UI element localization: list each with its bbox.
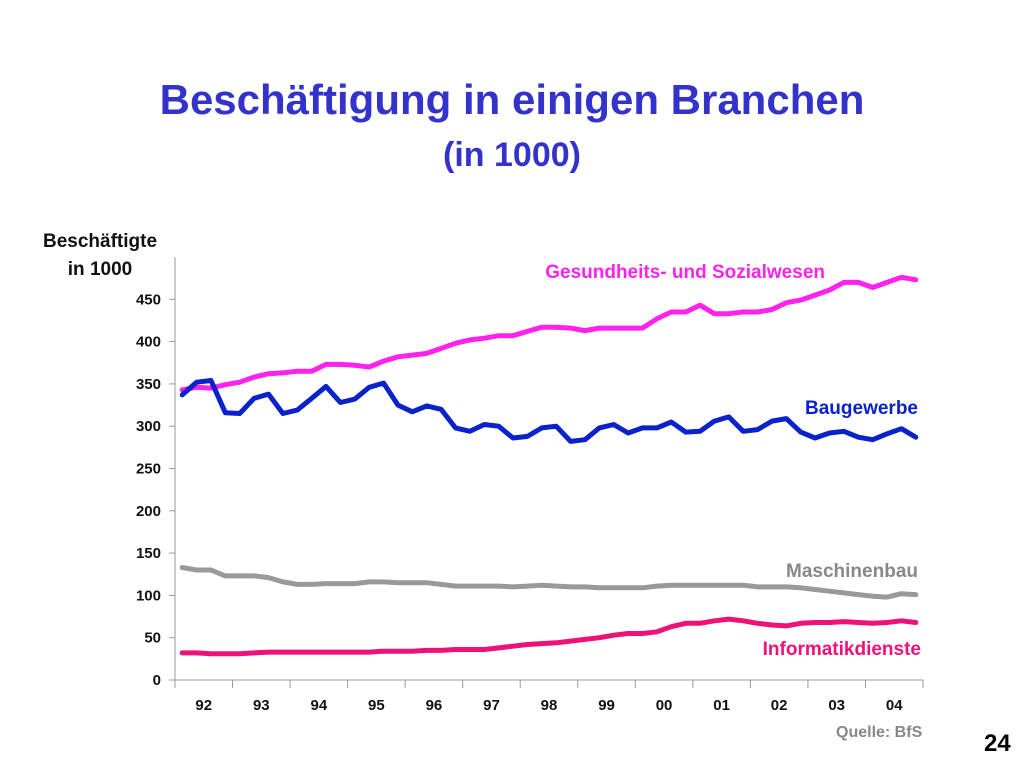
y-tick-label: 100 bbox=[136, 587, 161, 604]
source-note: Quelle: BfS bbox=[836, 724, 923, 741]
chart-subtitle: (in 1000) bbox=[443, 136, 581, 174]
y-tick-label: 250 bbox=[136, 461, 161, 478]
y-axis-label-line-2: in 1000 bbox=[67, 259, 133, 280]
chart-title: Beschäftigung in einigen Branchen bbox=[159, 76, 865, 123]
x-tick-label: 94 bbox=[311, 697, 328, 714]
y-tick-label: 150 bbox=[136, 545, 161, 562]
x-tick-label: 98 bbox=[541, 697, 558, 714]
x-tick-label: 00 bbox=[656, 697, 673, 714]
y-tick-label: 400 bbox=[136, 334, 161, 351]
x-tick-label: 97 bbox=[483, 697, 500, 714]
y-tick-label: 200 bbox=[136, 503, 161, 520]
y-tick-label: 0 bbox=[153, 672, 161, 689]
series-line-1 bbox=[179, 378, 919, 444]
x-tick-label: 96 bbox=[426, 697, 443, 714]
x-tick-label: 99 bbox=[598, 697, 615, 714]
y-tick-label: 450 bbox=[136, 291, 161, 308]
x-tick-label: 95 bbox=[368, 697, 385, 714]
series-label-informatik: Informatikdienste bbox=[763, 639, 921, 660]
y-axis-label: Beschäftigte in 1000 bbox=[40, 228, 160, 284]
x-tick-label: 04 bbox=[886, 697, 903, 714]
y-tick-label: 350 bbox=[136, 376, 161, 393]
axes: 0 50 100 150 200 250 300 350 400 450 92 93 94 95 96 97 9… bbox=[136, 257, 924, 714]
series-label-maschinenbau: Maschinenbau bbox=[786, 561, 918, 582]
series-line-2 bbox=[179, 565, 919, 600]
x-tick-label: 92 bbox=[195, 697, 212, 714]
slide-number: 24 bbox=[984, 730, 1011, 757]
y-tick-label: 300 bbox=[136, 418, 161, 435]
y-axis-label-line-1: Beschäftigte bbox=[42, 231, 158, 252]
y-tick-label: 50 bbox=[144, 630, 161, 647]
series-line-3 bbox=[179, 616, 919, 657]
series-label-gesundheit: Gesundheits- und Sozialwesen bbox=[545, 262, 825, 283]
series-label-baugewerbe: Baugewerbe bbox=[805, 398, 918, 419]
x-tick-label: 02 bbox=[771, 697, 788, 714]
series-line-0 bbox=[179, 274, 919, 393]
series-labels: Gesundheits- und Sozialwesen Baugewerbe … bbox=[545, 262, 921, 660]
series-lines bbox=[179, 274, 919, 657]
x-tick-label: 01 bbox=[713, 697, 730, 714]
x-tick-label: 03 bbox=[828, 697, 845, 714]
x-tick-label: 93 bbox=[253, 697, 270, 714]
